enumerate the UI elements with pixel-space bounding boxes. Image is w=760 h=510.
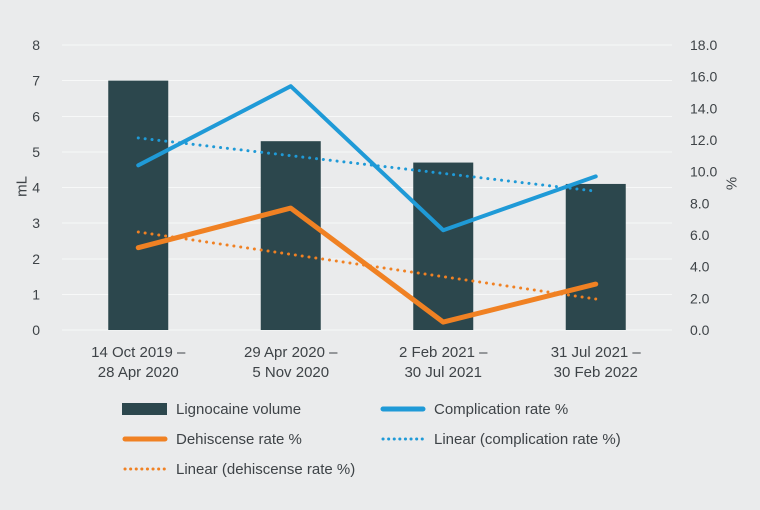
left-axis-tick-label: 8 <box>32 37 40 53</box>
legend-item-lignocaine-volume: Lignocaine volume <box>122 401 380 418</box>
left-axis-tick-label: 2 <box>32 251 40 267</box>
right-axis-tick-label: 4.0 <box>690 259 710 275</box>
complication-rate-swatch-icon <box>380 404 426 414</box>
right-axis-tick-label: 6.0 <box>690 227 710 243</box>
legend-label: Dehiscense rate % <box>176 430 302 448</box>
left-axis-title: mL <box>13 176 31 197</box>
category-label: 2 Feb 2021 –30 Jul 2021 <box>399 344 488 381</box>
left-axis-tick-label: 1 <box>32 286 40 302</box>
legend-label: Linear (complication rate %) <box>434 430 621 448</box>
left-axis-tick-label: 4 <box>32 180 40 196</box>
right-axis-tick-label: 8.0 <box>690 195 710 211</box>
right-axis-tick-label: 12.0 <box>690 132 717 148</box>
category-label: 31 Jul 2021 –30 Feb 2022 <box>551 344 642 381</box>
line-dehiscense-rate <box>135 205 599 325</box>
legend-label: Linear (dehiscense rate %) <box>176 460 356 478</box>
linear-dehiscense-rate-swatch-icon <box>122 464 168 474</box>
legend-item-dehiscense-rate: Dehiscense rate % <box>122 431 380 448</box>
trendline-linear-complication-rate <box>136 136 598 193</box>
left-axis-tick-label: 0 <box>32 322 40 338</box>
right-axis-title: % <box>723 176 741 191</box>
legend-item-linear-dehiscense-rate: Linear (dehiscense rate %) <box>122 461 380 478</box>
bar-lignocaine-volume <box>260 141 321 330</box>
line-complication-rate <box>136 84 598 233</box>
linear-complication-rate-swatch-icon <box>380 434 426 444</box>
right-axis-tick-label: 0.0 <box>690 322 710 338</box>
right-axis-tick-label: 18.0 <box>690 37 717 53</box>
legend-label: Complication rate % <box>434 400 569 418</box>
right-axis-tick-label: 16.0 <box>690 69 717 85</box>
right-axis-tick-label: 14.0 <box>690 100 717 116</box>
legend: Lignocaine volume Complication rate % Dehi… <box>122 394 621 484</box>
legend-item-complication-rate: Complication rate % <box>380 401 621 418</box>
category-label: 29 Apr 2020 –5 Nov 2020 <box>244 344 338 381</box>
legend-item-linear-complication-rate: Linear (complication rate %) <box>380 431 621 448</box>
left-axis-tick-label: 5 <box>32 144 40 160</box>
bar-lignocaine-volume <box>565 183 626 330</box>
dehiscense-rate-swatch-icon <box>122 434 168 444</box>
category-label: 14 Oct 2019 –28 Apr 2020 <box>91 344 186 381</box>
right-axis-tick-label: 10.0 <box>690 164 717 180</box>
bar-lignocaine-volume <box>413 162 474 330</box>
trendline-linear-dehiscense-rate <box>136 230 598 301</box>
lignocaine-volume-swatch-icon <box>122 402 168 416</box>
left-axis-tick-label: 6 <box>32 108 40 124</box>
legend-label: Lignocaine volume <box>176 400 302 418</box>
plot-area: 0 1 2 3 4 5 6 7 8 0.0 2.0 4.0 6.0 8.0 10.0 12.0 14.0 16.0… <box>32 37 717 381</box>
left-axis-tick-label: 3 <box>32 215 40 231</box>
right-axis-tick-label: 2.0 <box>690 290 710 306</box>
left-axis-tick-label: 7 <box>32 73 40 89</box>
bar-lignocaine-volume <box>108 80 169 330</box>
